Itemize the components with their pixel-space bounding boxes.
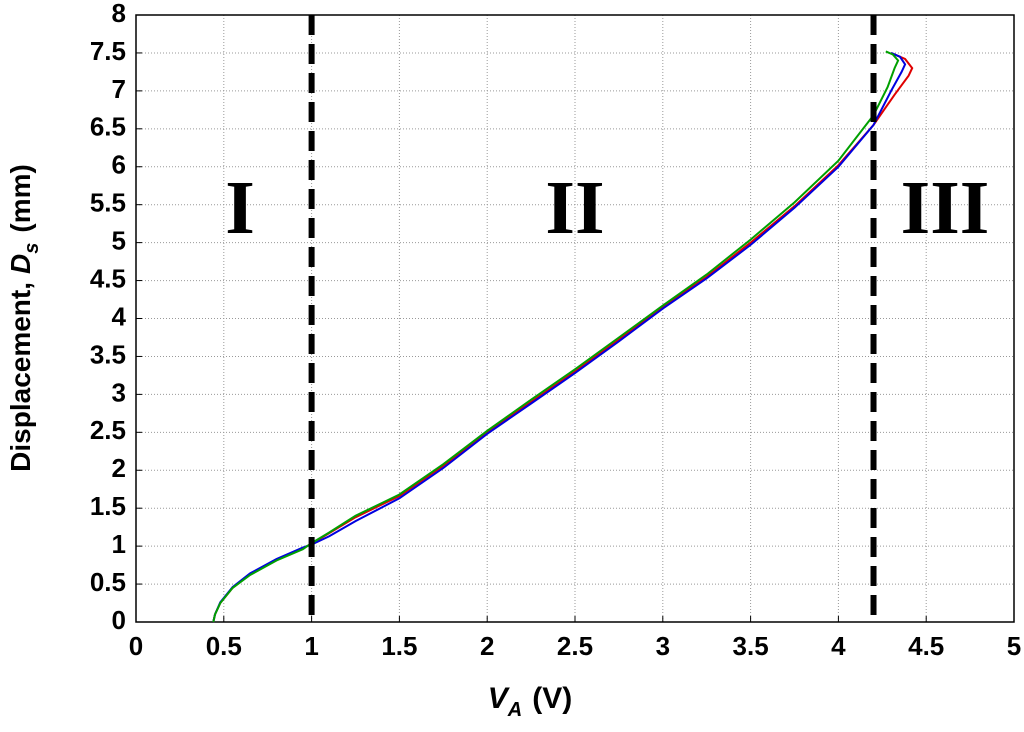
region-label: III xyxy=(901,166,990,250)
x-axis-label: VA (V) xyxy=(488,682,572,721)
y-tick-label: 0.5 xyxy=(90,567,126,597)
x-tick-label: 0 xyxy=(129,631,143,661)
y-tick-label: 3.5 xyxy=(90,339,126,369)
y-tick-label: 4.5 xyxy=(90,263,126,293)
x-tick-label: 5 xyxy=(1007,631,1021,661)
plot-frame xyxy=(135,14,1015,623)
x-tick-label: 2 xyxy=(480,631,494,661)
x-tick-label: 3 xyxy=(656,631,670,661)
x-tick-label: 4.5 xyxy=(908,631,944,661)
data-line xyxy=(212,51,907,623)
y-tick-label: 4 xyxy=(112,301,127,331)
y-tick-label: 2.5 xyxy=(90,415,126,445)
y-tick-label: 8 xyxy=(112,0,126,28)
y-tick-label: 5.5 xyxy=(90,188,126,218)
y-tick-label: 6 xyxy=(112,150,126,180)
data-line xyxy=(212,50,900,623)
y-tick-label: 5 xyxy=(112,226,126,256)
x-tick-label: 0.5 xyxy=(206,631,242,661)
y-tick-label: 3 xyxy=(112,377,126,407)
y-tick-label: 7.5 xyxy=(90,36,126,66)
y-tick-label: 6.5 xyxy=(90,112,126,142)
x-tick-label: 2.5 xyxy=(557,631,593,661)
region-label: I xyxy=(225,166,255,250)
x-tick-label: 3.5 xyxy=(733,631,769,661)
x-tick-label: 1 xyxy=(304,631,318,661)
y-tick-label: 1 xyxy=(112,529,126,559)
y-tick-label: 1.5 xyxy=(90,491,126,521)
y-axis-label: Displacement,Ds(mm) xyxy=(5,164,43,472)
y-tick-label: 0 xyxy=(112,605,126,635)
x-tick-label: 4 xyxy=(831,631,846,661)
region-label: II xyxy=(545,166,604,250)
y-tick-label: 2 xyxy=(112,453,126,483)
x-tick-label: 1.5 xyxy=(381,631,417,661)
y-tick-label: 7 xyxy=(112,74,126,104)
